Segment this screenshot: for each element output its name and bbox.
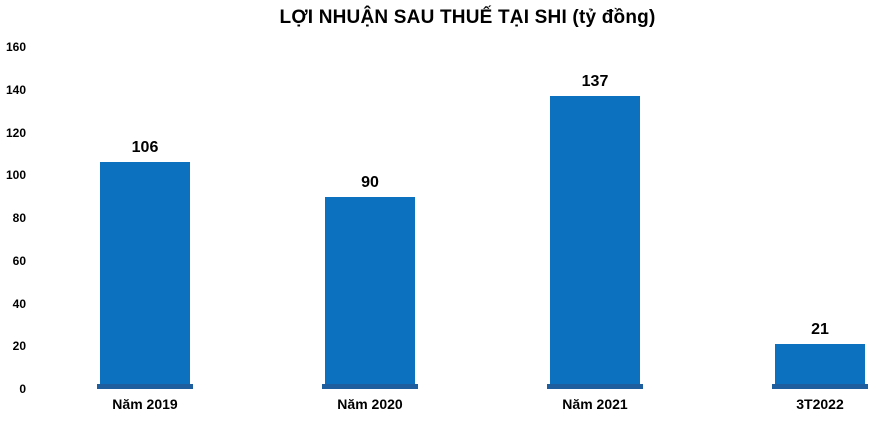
bar-base-edge-nam-2019 [97, 384, 193, 389]
bar-nam-2019 [100, 162, 190, 389]
y-axis-tick-160: 160 [5, 40, 26, 54]
bar-nam-2020 [325, 197, 415, 389]
y-axis-tick-100: 100 [5, 168, 26, 182]
y-axis: 160 140 120 100 80 60 40 20 0 [0, 0, 30, 421]
y-axis-tick-120: 120 [5, 126, 26, 140]
y-axis-tick-140: 140 [5, 83, 26, 97]
chart-title: LỢI NHUẬN SAU THUẾ TẠI SHI (tỷ đồng) [279, 7, 656, 28]
bar-base-edge-nam-2021 [547, 384, 643, 389]
y-axis-tick-0: 0 [19, 382, 26, 396]
bar-nam-2021 [550, 96, 640, 389]
x-axis-label-nam-2021: Năm 2021 [562, 396, 628, 412]
bar-3t2022 [775, 344, 865, 389]
bar-value-label-nam-2020: 90 [361, 174, 379, 191]
y-axis-tick-20: 20 [12, 339, 26, 353]
bar-value-label-nam-2019: 106 [131, 139, 159, 156]
x-axis-label-nam-2019: Năm 2019 [112, 396, 178, 412]
y-axis-tick-60: 60 [12, 254, 26, 268]
bar-base-edge-nam-2020 [322, 384, 418, 389]
y-axis-tick-80: 80 [12, 211, 26, 225]
plot-area: 106 90 137 21 [97, 73, 868, 389]
bar-value-label-3t2022: 21 [811, 321, 829, 338]
x-axis-label-3t2022: 3T2022 [796, 396, 844, 412]
y-axis-tick-40: 40 [12, 297, 26, 311]
bar-base-edge-3t2022 [772, 384, 868, 389]
bar-value-label-nam-2021: 137 [581, 73, 609, 90]
x-axis-label-nam-2020: Năm 2020 [337, 396, 403, 412]
